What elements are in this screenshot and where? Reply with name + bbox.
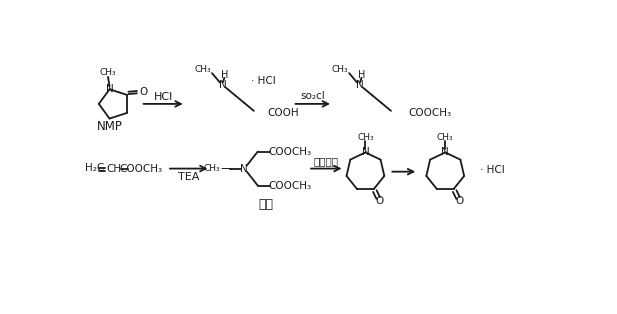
Text: O: O: [139, 87, 147, 97]
Text: COOCH₃: COOCH₃: [408, 108, 451, 118]
Text: H: H: [221, 70, 228, 80]
Text: CH₃: CH₃: [204, 164, 220, 173]
Text: 叔丁醇钾: 叔丁醇钾: [313, 156, 338, 166]
Text: N: N: [362, 147, 370, 157]
Text: N: N: [441, 147, 449, 157]
Text: N: N: [106, 84, 114, 94]
Text: H₂C: H₂C: [85, 163, 104, 173]
Text: so₂cl: so₂cl: [300, 91, 325, 101]
Text: CH₃: CH₃: [437, 133, 453, 142]
Text: H: H: [358, 70, 365, 80]
Text: COOCH₃: COOCH₃: [119, 164, 162, 174]
Text: CH₃: CH₃: [100, 68, 116, 77]
Text: —: —: [220, 162, 233, 175]
Text: TEA: TEA: [178, 172, 199, 182]
Text: NMP: NMP: [97, 121, 123, 133]
Text: COOCH₃: COOCH₃: [268, 181, 312, 191]
Text: CH₃: CH₃: [357, 133, 374, 142]
Text: O: O: [375, 196, 384, 206]
Text: CH₃: CH₃: [332, 65, 349, 74]
Text: · HCl: · HCl: [480, 165, 505, 175]
Text: N: N: [219, 80, 226, 90]
Text: HCl: HCl: [154, 92, 173, 102]
Text: N: N: [240, 164, 247, 174]
Text: O: O: [455, 196, 463, 206]
Text: · HCl: · HCl: [251, 76, 276, 86]
Text: CH₃: CH₃: [194, 65, 211, 74]
Text: 双酯: 双酯: [258, 198, 273, 210]
Text: CH: CH: [106, 164, 121, 174]
Text: N: N: [356, 80, 364, 90]
Text: COOCH₃: COOCH₃: [268, 147, 312, 157]
Text: COOH: COOH: [268, 108, 299, 118]
